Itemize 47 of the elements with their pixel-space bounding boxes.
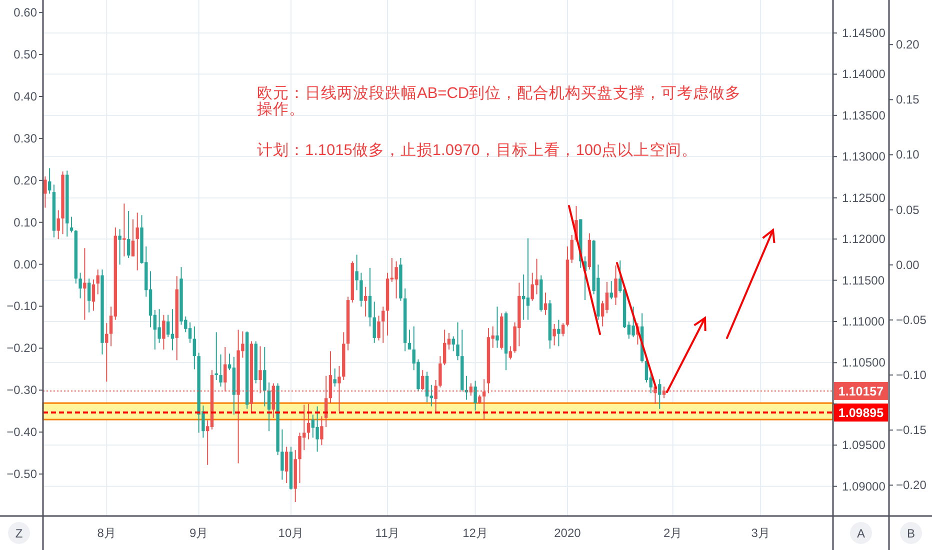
- y2-tick-label: 1.09000: [842, 479, 886, 494]
- y3-tick-label: 0.00: [896, 258, 920, 272]
- y3-tick-label: 0.15: [896, 92, 920, 107]
- y2-tick-label: 1.13500: [842, 108, 886, 122]
- x-tick-label: 8月: [97, 526, 116, 540]
- x-tick-label: 2月: [663, 526, 682, 540]
- y-tick-label: 0.10: [14, 215, 38, 230]
- y2-tick-label: 1.12000: [842, 232, 886, 246]
- ref-line-label: 1.10157: [838, 384, 884, 398]
- y3-tick-label: −0.20: [896, 478, 927, 492]
- y3-tick-label: 0.10: [896, 148, 920, 162]
- annotation: 欧元：日线两波段跌幅AB=CD到位，配合机构买盘支撑，可考虑做多操作。: [257, 85, 742, 118]
- y-tick-label: 0.50: [14, 48, 38, 62]
- y-tick-label: 0.20: [14, 173, 38, 188]
- y2-tick-label: 1.09500: [842, 438, 886, 452]
- annotation: 计划：1.1015做多，止损1.0970，目标上看，100点以上空间。: [257, 142, 699, 159]
- y-tick-label: −0.40: [6, 425, 38, 440]
- y3-tick-label: 0.05: [896, 202, 920, 217]
- x-tick-label: 10月: [278, 526, 304, 540]
- y2-tick-label: 1.13000: [842, 150, 886, 164]
- y3-tick-label: −0.05: [896, 312, 927, 327]
- y2-tick-label: 1.10500: [842, 356, 886, 370]
- y3-tick-label: −0.10: [896, 368, 927, 382]
- x-tick-label: 9月: [189, 526, 208, 540]
- y2-axis-title: A: [856, 526, 866, 540]
- y-tick-label: −0.20: [6, 341, 38, 356]
- y-tick-label: 0.00: [14, 257, 38, 272]
- y2-tick-label: 1.11000: [842, 314, 885, 328]
- x-tick-label: 2020: [554, 526, 582, 540]
- x-tick-label: 12月: [462, 526, 488, 540]
- y-tick-label: −0.10: [6, 299, 38, 314]
- y3-axis-title: B: [906, 526, 916, 540]
- ref-line-label: 1.09895: [838, 406, 884, 420]
- y3-tick-label: 0.20: [896, 38, 920, 52]
- x-tick-label: 3月: [751, 526, 770, 540]
- x-tick-label: 11月: [375, 526, 400, 540]
- y-tick-label: 0.30: [14, 131, 38, 146]
- y-tick-label: 0.60: [14, 6, 38, 20]
- y-tick-label: 0.40: [14, 89, 38, 104]
- y-tick-label: −0.30: [6, 383, 38, 398]
- y2-tick-label: 1.14000: [842, 67, 886, 82]
- y2-tick-label: 1.12500: [842, 190, 886, 205]
- y-axis-title: Z: [15, 526, 23, 540]
- y2-tick-label: 1.14500: [842, 26, 886, 40]
- y-tick-label: −0.50: [6, 467, 38, 482]
- y3-tick-label: −0.15: [896, 423, 927, 438]
- y2-tick-label: 1.11500: [842, 273, 885, 288]
